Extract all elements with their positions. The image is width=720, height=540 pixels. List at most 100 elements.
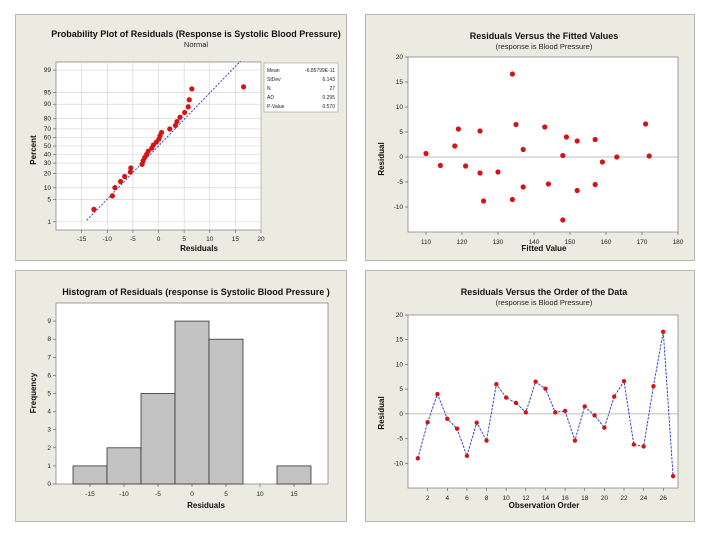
histogram-panel: Histogram of Residuals (response is Syst…	[15, 270, 347, 522]
x-tick-label: 10	[256, 491, 264, 498]
x-tick-label: 140	[529, 239, 540, 246]
y-tick-label: 0	[399, 411, 403, 418]
x-tick-label: 180	[673, 239, 684, 246]
data-point	[523, 410, 529, 415]
data-point	[484, 438, 489, 443]
y-tick-label: 10	[396, 104, 404, 111]
y-tick-label: 99	[44, 67, 52, 74]
histogram-bar	[106, 447, 142, 485]
data-point	[646, 153, 652, 159]
x-tick-label: 15	[290, 491, 298, 498]
data-point	[167, 126, 173, 132]
data-point	[445, 416, 450, 421]
stat-value: 6.143	[322, 77, 335, 83]
data-point	[189, 86, 195, 92]
probability-plot-panel: Probability Plot of Residuals (Response …	[15, 14, 347, 261]
y-tick-label: 50	[44, 143, 52, 150]
x-tick-label: 0	[157, 236, 161, 243]
y-axis-label: Residual	[377, 142, 386, 175]
y-axis-label: Percent	[29, 135, 38, 165]
histogram-chart: Histogram of Residuals (response is Syst…	[29, 287, 330, 510]
stat-value: 0.295	[322, 95, 335, 101]
chart-title: Residuals Versus the Order of the Data	[461, 287, 629, 297]
x-tick-label: 12	[522, 495, 530, 502]
histogram-bar	[72, 465, 108, 485]
data-point	[545, 181, 551, 187]
y-tick-label: 4	[47, 409, 51, 416]
y-tick-label: 1	[47, 219, 51, 226]
x-tick-label: -5	[130, 236, 136, 243]
x-tick-label: 22	[620, 495, 628, 502]
data-point	[560, 152, 566, 159]
data-point	[643, 121, 649, 127]
data-point	[454, 426, 460, 431]
x-axis-label: Residuals	[187, 501, 225, 510]
data-point	[563, 134, 569, 140]
data-point	[599, 159, 605, 165]
x-tick-label: 20	[257, 236, 265, 243]
stat-label: AD	[267, 95, 274, 101]
x-tick-label: 10	[503, 495, 511, 502]
histogram-bar	[276, 465, 312, 485]
data-point	[533, 379, 538, 384]
x-tick-label: 14	[542, 495, 550, 502]
stat-label: Mean	[267, 68, 280, 74]
data-point	[520, 184, 526, 190]
histogram-bar	[208, 338, 244, 485]
data-point	[592, 136, 598, 143]
data-point	[494, 382, 499, 387]
chart-title: Histogram of Residuals (response is Syst…	[62, 287, 330, 297]
data-point	[651, 383, 656, 389]
data-point	[513, 400, 519, 406]
y-tick-label: -5	[397, 436, 403, 443]
stats-box	[263, 62, 339, 113]
data-point	[464, 453, 470, 459]
y-tick-label: -5	[397, 179, 403, 186]
y-tick-label: 1	[47, 463, 51, 470]
y-tick-label: 60	[44, 135, 52, 142]
data-point	[117, 178, 124, 185]
x-tick-label: 26	[660, 495, 668, 502]
x-tick-label: 170	[637, 239, 648, 246]
plot-area	[407, 314, 679, 489]
y-tick-label: 70	[44, 126, 52, 133]
y-tick-label: 20	[396, 54, 404, 61]
x-tick-label: 20	[601, 495, 609, 502]
x-tick-label: 15	[232, 236, 240, 243]
data-point	[670, 473, 676, 479]
x-tick-label: -15	[77, 236, 87, 243]
stat-value: -6.85799E-11	[305, 68, 335, 74]
data-point	[145, 148, 151, 154]
y-tick-label: 6	[47, 372, 51, 379]
x-tick-label: 24	[640, 495, 648, 502]
data-point	[128, 165, 134, 171]
x-tick-label: 16	[561, 495, 569, 502]
data-point	[641, 444, 646, 449]
data-point	[477, 170, 483, 176]
data-point	[415, 456, 421, 461]
y-tick-label: -10	[394, 460, 404, 467]
data-point	[560, 217, 566, 223]
y-tick-label: 9	[47, 318, 51, 325]
data-point	[474, 420, 479, 425]
data-point	[513, 121, 519, 128]
x-axis-label: Fitted Value	[522, 244, 567, 253]
data-point	[621, 379, 627, 384]
residuals-vs-order-panel: Residuals Versus the Order of the Data (…	[365, 270, 695, 522]
data-point	[562, 408, 568, 414]
data-point	[509, 196, 515, 203]
x-tick-label: 6	[465, 495, 469, 502]
data-point	[503, 395, 509, 400]
data-point	[109, 193, 115, 199]
y-tick-label: 95	[44, 89, 52, 96]
y-tick-label: 30	[44, 160, 52, 167]
y-tick-label: 8	[47, 336, 51, 343]
y-tick-label: 0	[47, 481, 51, 488]
y-tick-label: 80	[44, 116, 52, 123]
y-tick-label: 5	[399, 129, 403, 136]
data-point	[122, 173, 128, 180]
x-tick-label: -10	[103, 236, 113, 243]
x-tick-label: 120	[457, 239, 468, 246]
data-point	[182, 109, 188, 116]
x-tick-label: 5	[224, 491, 228, 498]
